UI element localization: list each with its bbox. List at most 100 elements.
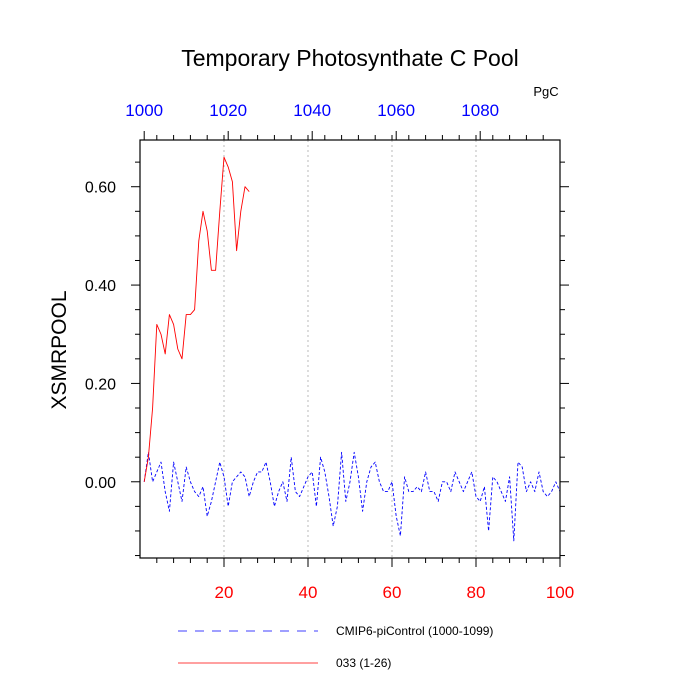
data-point-0-3 [155, 470, 158, 473]
data-point-0-67 [424, 470, 427, 473]
data-point-0-5 [164, 490, 167, 493]
data-point-0-48 [344, 500, 347, 503]
data-point-0-32 [277, 490, 280, 493]
data-point-1-25 [248, 190, 251, 193]
data-point-0-69 [432, 490, 435, 493]
data-point-1-9 [180, 357, 183, 360]
data-point-0-6 [168, 510, 171, 513]
data-point-0-88 [512, 539, 515, 542]
data-point-1-17 [214, 269, 217, 272]
data-point-0-65 [416, 485, 419, 488]
data-point-0-58 [386, 490, 389, 493]
data-point-0-25 [248, 495, 251, 498]
y-tick-label-0.20: 0.20 [85, 376, 116, 393]
data-point-0-36 [294, 490, 297, 493]
data-point-1-18 [218, 210, 221, 213]
x-top-tick-label-1020: 1020 [209, 101, 247, 120]
data-point-0-46 [336, 505, 339, 508]
data-point-0-77 [466, 480, 469, 483]
x-bottom-tick-label-40: 40 [299, 583, 318, 602]
x-bottom-tick-label-80: 80 [467, 583, 486, 602]
data-point-1-19 [222, 156, 225, 159]
data-point-1-3 [155, 323, 158, 326]
data-point-1-10 [185, 313, 188, 316]
x-top-tick-label-1060: 1060 [377, 101, 415, 120]
data-point-0-63 [407, 490, 410, 493]
chart-title: Temporary Photosynthate C Pool [181, 45, 519, 71]
data-point-0-26 [252, 480, 255, 483]
axes: 0.00 0.20 0.40 0.60 20 40 60 80 100 1000 1020 1040 1… [85, 101, 574, 602]
data-point-1-6 [168, 313, 171, 316]
data-point-0-50 [353, 451, 356, 454]
x-bottom-tick-label-60: 60 [383, 583, 402, 602]
data-point-0-97 [550, 490, 553, 493]
data-point-0-45 [332, 524, 335, 527]
data-point-0-52 [361, 510, 364, 513]
data-point-0-66 [420, 490, 423, 493]
data-point-1-24 [243, 185, 246, 188]
data-point-0-76 [462, 490, 465, 493]
data-point-0-41 [315, 505, 318, 508]
legend-label-033: 033 (1-26) [336, 656, 391, 670]
data-point-0-12 [193, 490, 196, 493]
y-tick-label-0.00: 0.00 [85, 475, 116, 492]
data-point-0-24 [243, 475, 246, 478]
data-point-0-79 [474, 495, 477, 498]
data-point-0-11 [189, 480, 192, 483]
data-point-0-16 [210, 500, 213, 503]
data-point-0-57 [382, 490, 385, 493]
data-point-0-18 [218, 461, 221, 464]
data-point-0-23 [239, 470, 242, 473]
x-top-tick-label-1040: 1040 [293, 101, 331, 120]
data-point-0-20 [227, 505, 230, 508]
data-point-0-95 [542, 490, 545, 493]
data-point-0-87 [508, 475, 511, 478]
data-point-0-60 [395, 515, 398, 518]
data-point-0-89 [516, 461, 519, 464]
data-point-0-53 [365, 480, 368, 483]
data-point-0-8 [176, 480, 179, 483]
data-point-0-78 [470, 470, 473, 473]
data-point-0-55 [374, 461, 377, 464]
data-point-0-72 [445, 480, 448, 483]
data-point-1-16 [210, 269, 213, 272]
x-bottom-tick-label-100: 100 [546, 583, 574, 602]
data-point-0-44 [327, 495, 330, 498]
data-point-0-84 [495, 480, 498, 483]
data-point-0-54 [369, 465, 372, 468]
data-point-0-15 [206, 515, 209, 518]
data-point-0-81 [483, 485, 486, 488]
data-point-0-31 [273, 505, 276, 508]
plot-frame [139, 139, 561, 559]
data-point-1-0 [143, 480, 146, 483]
data-point-0-91 [525, 490, 528, 493]
data-point-1-13 [197, 239, 200, 242]
data-point-1-23 [239, 210, 242, 213]
data-point-0-85 [500, 490, 503, 493]
legend: CMIP6-piControl (1000-1099) 033 (1-26) [178, 624, 493, 670]
data-point-0-21 [231, 480, 234, 483]
data-point-0-94 [537, 470, 540, 473]
data-point-1-21 [231, 180, 234, 183]
data-point-0-30 [269, 480, 272, 483]
data-point-0-34 [285, 500, 288, 503]
data-point-0-22 [235, 475, 238, 478]
data-point-0-9 [180, 500, 183, 503]
data-point-0-13 [197, 495, 200, 498]
data-point-1-14 [201, 210, 204, 213]
gridlines [223, 140, 477, 558]
data-point-0-83 [491, 475, 494, 478]
data-point-0-49 [348, 480, 351, 483]
data-point-0-2 [151, 480, 154, 483]
data-point-0-56 [378, 480, 381, 483]
data-point-0-62 [403, 475, 406, 478]
data-point-0-33 [281, 480, 284, 483]
data-point-0-70 [437, 500, 440, 503]
x-top-tick-label-1000: 1000 [125, 101, 163, 120]
data-point-0-28 [260, 470, 263, 473]
data-point-1-22 [235, 249, 238, 252]
y-axis-label: XSMRPOOL [48, 290, 71, 409]
series-line-0 [143, 451, 561, 542]
legend-label-picontrol: CMIP6-piControl (1000-1099) [336, 624, 493, 638]
